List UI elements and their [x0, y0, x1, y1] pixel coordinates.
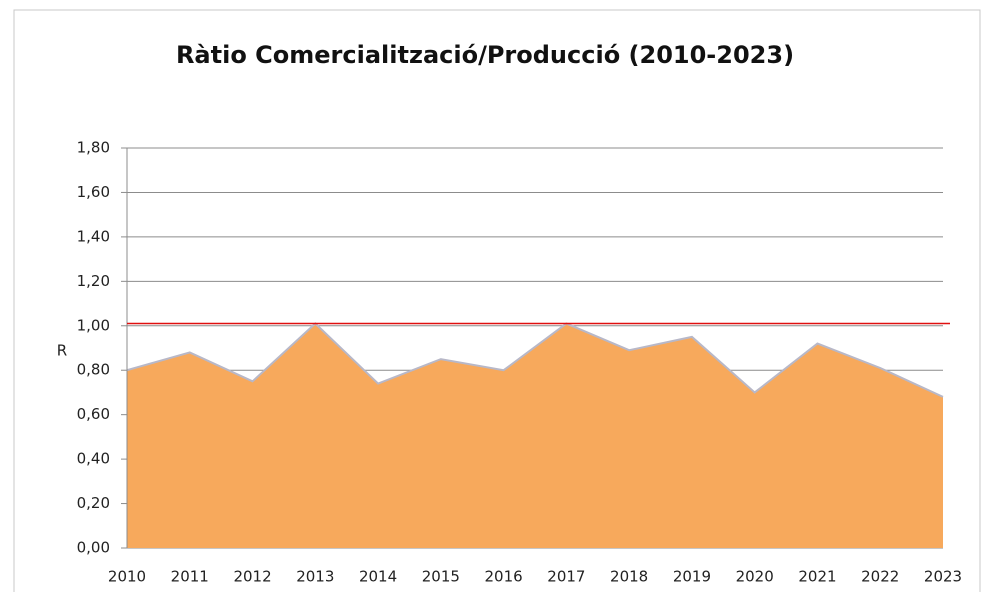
- chart-title: Ràtio Comercialització/Producció (2010-2…: [176, 41, 794, 69]
- y-tick-label: 1,60: [77, 183, 110, 201]
- y-tick-label: 0,00: [77, 539, 110, 557]
- y-tick-label: 0,40: [77, 450, 110, 468]
- x-tick-label: 2015: [422, 568, 460, 586]
- x-tick-label: 2020: [736, 568, 774, 586]
- y-tick-label: 1,40: [77, 227, 110, 245]
- x-tick-label: 2014: [359, 568, 397, 586]
- x-tick-label: 2017: [547, 568, 585, 586]
- y-tick-label: 0,20: [77, 494, 110, 512]
- area-outline: [126, 322, 944, 398]
- x-tick-label: 2023: [924, 568, 962, 586]
- x-tick-label: 2011: [171, 568, 209, 586]
- x-tick-label: 2022: [861, 568, 899, 586]
- x-tick-label: 2016: [485, 568, 523, 586]
- x-tick-label: 2012: [233, 568, 271, 586]
- y-tick-label: 1,80: [77, 139, 110, 157]
- x-tick-label: 2019: [673, 568, 711, 586]
- y-tick-label: 0,80: [77, 361, 110, 379]
- y-axis-label: R: [57, 342, 67, 360]
- y-tick-label: 1,00: [77, 316, 110, 334]
- x-tick-label: 2010: [108, 568, 146, 586]
- y-tick-label: 0,60: [77, 405, 110, 423]
- y-tick-label: 1,20: [77, 272, 110, 290]
- x-tick-label: 2018: [610, 568, 648, 586]
- x-tick-label: 2021: [798, 568, 836, 586]
- x-tick-label: 2013: [296, 568, 334, 586]
